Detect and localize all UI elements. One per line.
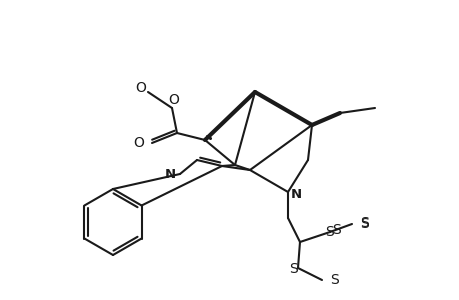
Text: S: S [329,273,338,287]
Text: N: N [291,188,302,200]
Text: O: O [168,93,179,107]
Text: O: O [133,136,144,150]
Text: S: S [359,217,368,231]
Text: S: S [331,223,340,237]
Text: O: O [135,81,146,95]
Text: S: S [289,262,298,276]
Text: N: N [164,169,176,182]
Text: S: S [359,216,368,230]
Text: S: S [325,225,334,239]
